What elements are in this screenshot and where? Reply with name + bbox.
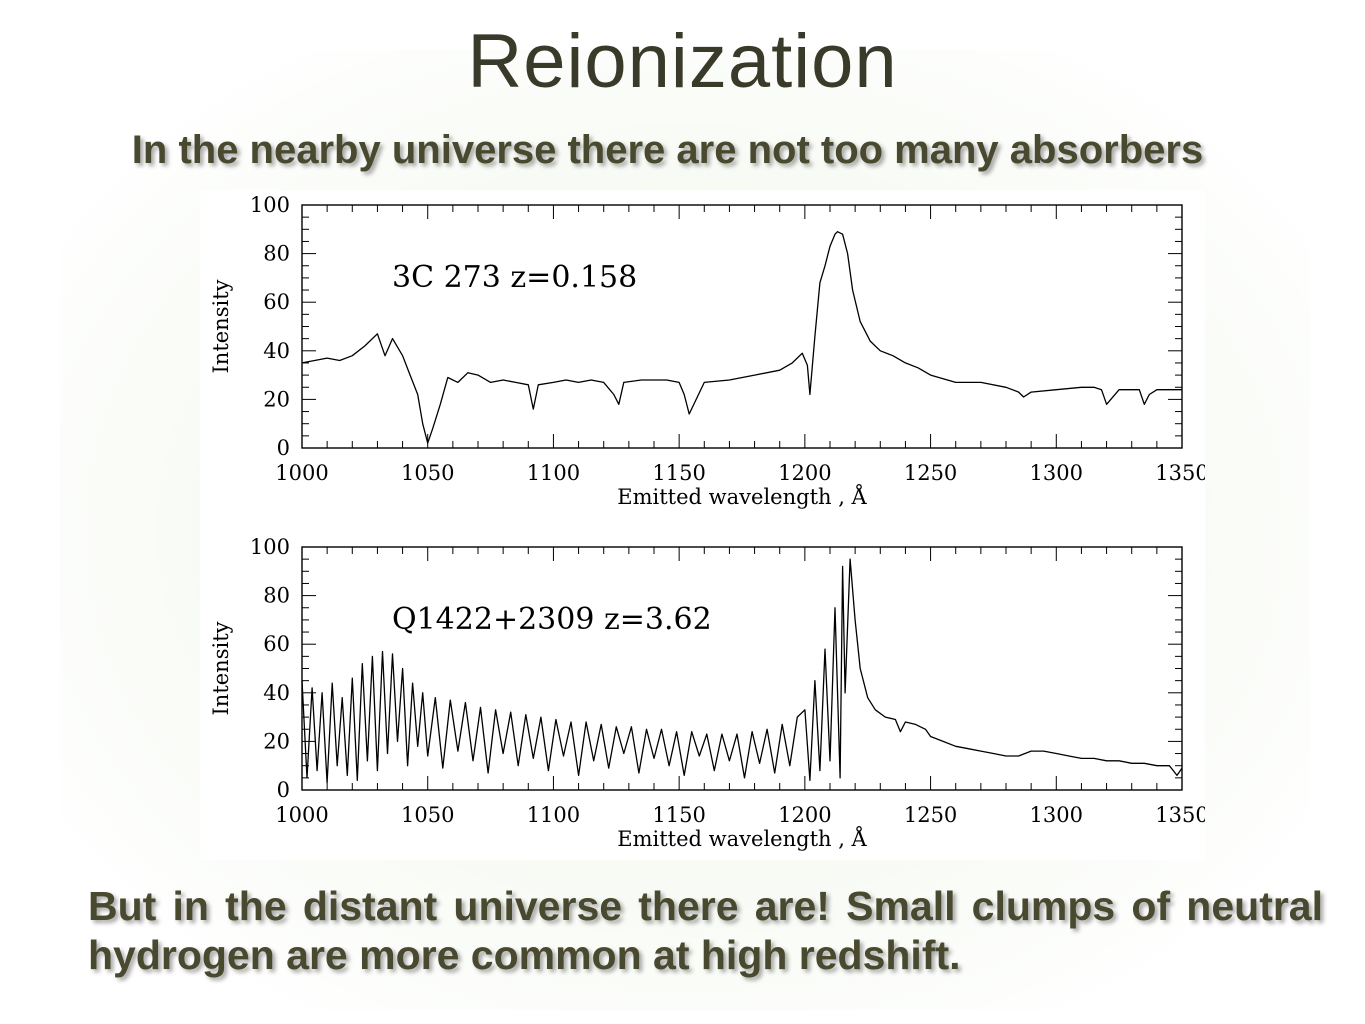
plot-frame	[301, 204, 1183, 449]
plot-frame	[301, 546, 1183, 791]
x-tick-label: 1300	[1030, 461, 1083, 485]
x-tick-label: 1200	[778, 461, 831, 485]
x-tick-label: 1350	[1155, 803, 1205, 827]
x-tick-label: 1350	[1155, 461, 1205, 485]
x-tick-label: 1000	[275, 461, 328, 485]
x-tick-label: 1150	[652, 803, 705, 827]
x-tick-label: 1250	[904, 461, 957, 485]
x-axis-label: Emitted wavelength , Å	[617, 826, 867, 851]
spectrum-annotation: 3C 273 z=0.158	[392, 260, 637, 295]
y-tick-label: 60	[263, 290, 290, 314]
x-tick-label: 1300	[1030, 803, 1083, 827]
y-tick-label: 80	[263, 242, 290, 266]
x-tick-label: 1250	[904, 803, 957, 827]
x-tick-label: 1000	[275, 803, 328, 827]
spectra-figure: 1000 1050 1100 1150 1200 1250 1300 1350 0 20 40 60 8…	[200, 190, 1209, 860]
y-tick-label: 100	[250, 193, 290, 217]
y-axis-label: Intensity	[209, 279, 233, 373]
x-axis-label: Emitted wavelength , Å	[617, 484, 867, 509]
x-tick-label: 1150	[652, 461, 705, 485]
y-axis-label: Intensity	[209, 621, 233, 715]
spectrum-line-1	[301, 558, 1183, 784]
x-tick-label: 1100	[527, 803, 580, 827]
y-tick-label: 80	[263, 584, 290, 608]
y-tick-label: 20	[263, 729, 290, 753]
slide-title: Reionization	[467, 19, 898, 104]
x-tick-label: 1050	[401, 803, 454, 827]
spectrum-line-1	[301, 231, 1182, 444]
y-tick-label: 0	[277, 436, 290, 460]
y-tick-label: 60	[263, 632, 290, 656]
y-tick-label: 100	[250, 535, 290, 559]
chart-panel-2: 1000 1050 1100 1150 1200 1250 1300 1350 0 20 40 60 8…	[209, 535, 1209, 851]
slide-subtitle: In the nearby universe there are not too…	[131, 128, 1204, 172]
y-tick-label: 0	[277, 778, 290, 802]
y-tick-label: 40	[263, 339, 290, 363]
y-tick-label: 40	[263, 681, 290, 705]
slide-caption: But in the distant universe there are! S…	[88, 883, 1323, 979]
x-tick-label: 1100	[527, 461, 580, 485]
chart-panel-1: 1000 1050 1100 1150 1200 1250 1300 1350 0 20 40 60 8…	[209, 193, 1209, 509]
x-tick-label: 1050	[401, 461, 454, 485]
spectra-chart: 1000 1050 1100 1150 1200 1250 1300 135002040608…	[209, 193, 1209, 851]
x-tick-label: 1200	[778, 803, 831, 827]
spectrum-annotation: Q1422+2309 z=3.62	[392, 602, 712, 637]
y-tick-label: 20	[263, 387, 290, 411]
